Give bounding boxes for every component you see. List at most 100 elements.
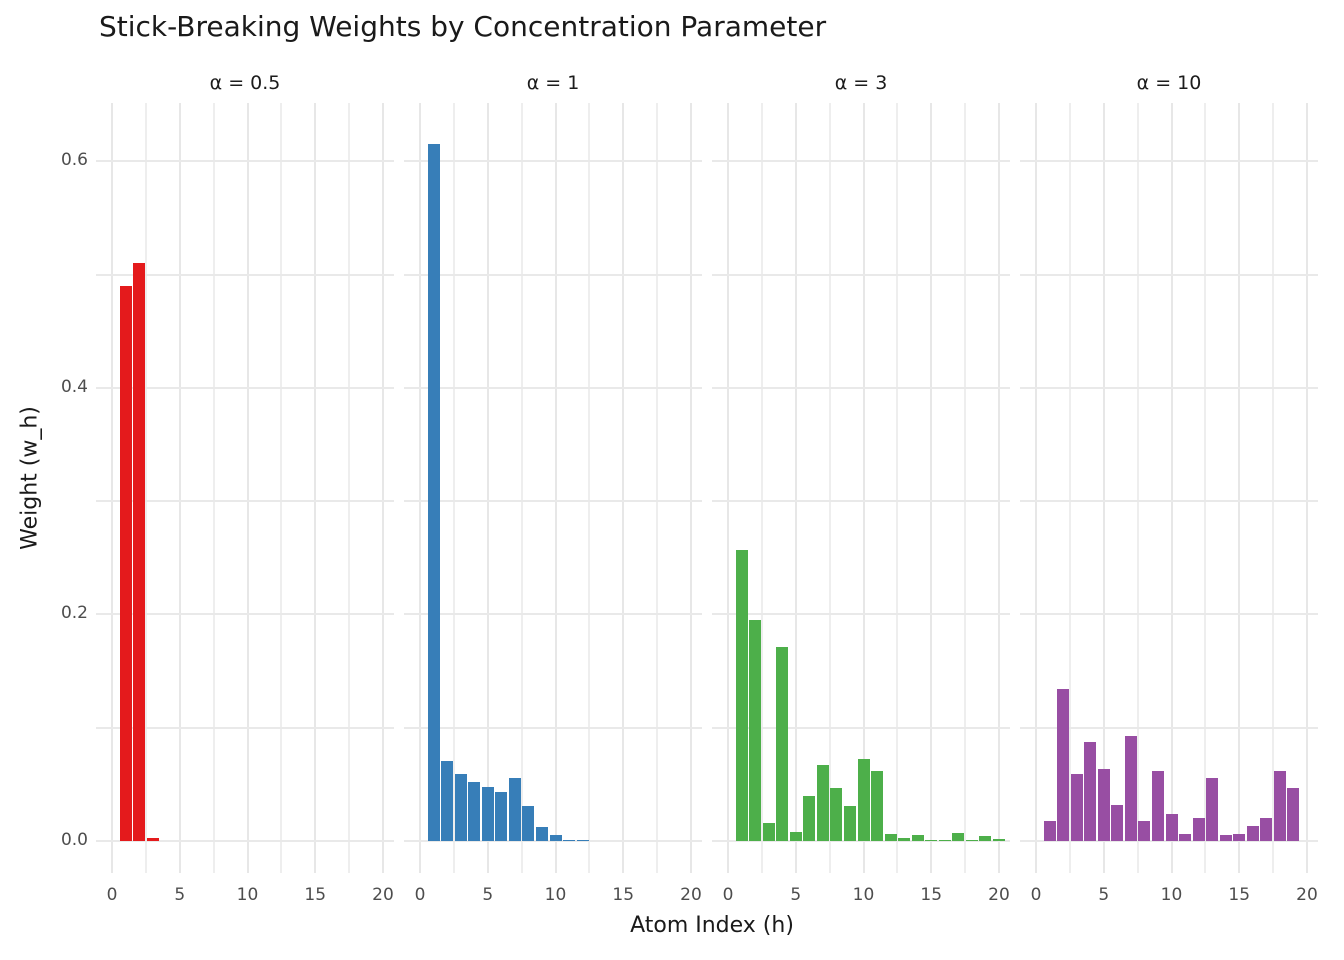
gridline-horizontal: [712, 613, 1010, 616]
weight-bar: [749, 620, 762, 841]
gridline-vertical: [486, 103, 489, 873]
weight-bar: [871, 770, 884, 841]
weight-bar: [843, 805, 856, 841]
gridline-vertical: [1170, 103, 1173, 873]
x-axis-tick-label: 10: [544, 885, 567, 905]
gridline-horizontal: [1020, 160, 1318, 163]
gridline-vertical: [246, 103, 249, 873]
weight-bar: [898, 837, 911, 841]
gridline-horizontal: [96, 840, 394, 842]
weight-bar: [133, 263, 146, 841]
gridline-vertical: [382, 103, 384, 873]
gridline-vertical: [554, 103, 557, 873]
facet-panel: 0 5 10 15 20: [404, 103, 702, 905]
gridline-vertical: [1238, 103, 1241, 873]
weight-bar: [911, 835, 924, 841]
weight-bar: [830, 787, 843, 841]
gridline-vertical: [348, 103, 351, 873]
gridline-horizontal: [96, 386, 394, 389]
gridline-vertical: [930, 103, 933, 873]
gridline-horizontal: [404, 840, 702, 842]
weight-bar: [468, 782, 481, 841]
x-axis-tick-label: 20: [988, 885, 1010, 905]
gridline-horizontal: [1020, 726, 1318, 729]
weight-bar: [1084, 742, 1097, 841]
weight-bar: [1246, 826, 1259, 841]
weight-bar: [1192, 818, 1205, 841]
weight-bar: [952, 833, 965, 841]
weight-bar: [816, 765, 829, 841]
weight-bar: [965, 839, 978, 841]
gridline-vertical: [212, 103, 215, 873]
weight-bar: [495, 792, 508, 841]
gridline-vertical: [656, 103, 659, 873]
x-axis-tick-label: 5: [790, 885, 802, 905]
x-axis-tick-label: 10: [1160, 885, 1183, 905]
weight-bar: [146, 837, 159, 841]
gridline-vertical: [280, 103, 283, 873]
gridline-vertical: [314, 103, 317, 873]
facet-panel: 0 5 10 15 20: [1020, 103, 1318, 905]
weight-bar: [1219, 835, 1232, 841]
gridline-horizontal: [1020, 386, 1318, 389]
weight-bar: [576, 839, 589, 841]
weight-bar: [1287, 787, 1300, 841]
facet-strip-label: α = 3: [834, 72, 888, 94]
weight-bar: [1151, 770, 1164, 841]
gridline-vertical: [760, 103, 763, 873]
gridline-vertical: [828, 103, 831, 873]
weight-bar: [1165, 813, 1178, 841]
gridline-vertical: [998, 103, 1000, 873]
gridline-horizontal: [96, 500, 394, 503]
weight-bar: [1179, 834, 1192, 841]
gridline-horizontal: [712, 386, 1010, 389]
weight-bar: [735, 549, 748, 841]
weight-bar: [1124, 735, 1137, 841]
gridline-vertical: [622, 103, 625, 873]
facet-strip-label: α = 10: [1136, 72, 1202, 94]
weight-bar: [522, 805, 535, 841]
gridline-vertical: [727, 103, 729, 873]
gridline-vertical: [1204, 103, 1207, 873]
gridline-vertical: [452, 103, 455, 873]
x-axis-tick-label: 0: [722, 885, 734, 905]
gridline-horizontal: [712, 160, 1010, 163]
gridline-vertical: [690, 103, 692, 873]
x-axis-tick-label: 5: [482, 885, 494, 905]
weight-bar: [1097, 768, 1110, 841]
x-axis-tick-label: 5: [1098, 885, 1110, 905]
gridline-horizontal: [96, 160, 394, 163]
gridline-vertical: [1102, 103, 1105, 873]
gridline-horizontal: [712, 840, 1010, 842]
facet-panel: 0 5 10 15 20: [96, 103, 394, 905]
gridline-horizontal: [404, 386, 702, 389]
weight-bar: [481, 786, 494, 841]
gridline-vertical: [144, 103, 147, 873]
weight-bar: [789, 831, 802, 841]
gridline-horizontal: [404, 726, 702, 729]
weight-bar: [1111, 804, 1124, 841]
weight-bar: [1043, 820, 1056, 841]
weight-bar: [938, 839, 951, 841]
gridline-horizontal: [404, 273, 702, 276]
facet-strip-label: α = 0.5: [209, 72, 281, 94]
gridline-vertical: [1272, 103, 1275, 873]
gridline-horizontal: [712, 726, 1010, 729]
gridline-vertical: [1306, 103, 1308, 873]
weight-bar: [535, 827, 548, 841]
weight-bar: [563, 839, 576, 841]
gridline-vertical: [419, 103, 421, 873]
x-axis-tick-label: 20: [1296, 885, 1318, 905]
weight-bar: [857, 759, 870, 841]
weight-bar: [1138, 820, 1151, 841]
x-axis-tick-label: 0: [1030, 885, 1042, 905]
weight-bar: [1070, 774, 1083, 841]
chart-title: Stick-Breaking Weights by Concentration …: [99, 10, 827, 43]
gridline-vertical: [896, 103, 899, 873]
weight-bar: [1273, 770, 1286, 841]
y-axis-title: Weight (w_h): [17, 406, 43, 550]
weight-bar: [993, 838, 1005, 841]
facet-panel: 0 5 10 15 20: [712, 103, 1010, 905]
x-axis-title: Atom Index (h): [630, 913, 794, 938]
gridline-vertical: [1136, 103, 1139, 873]
